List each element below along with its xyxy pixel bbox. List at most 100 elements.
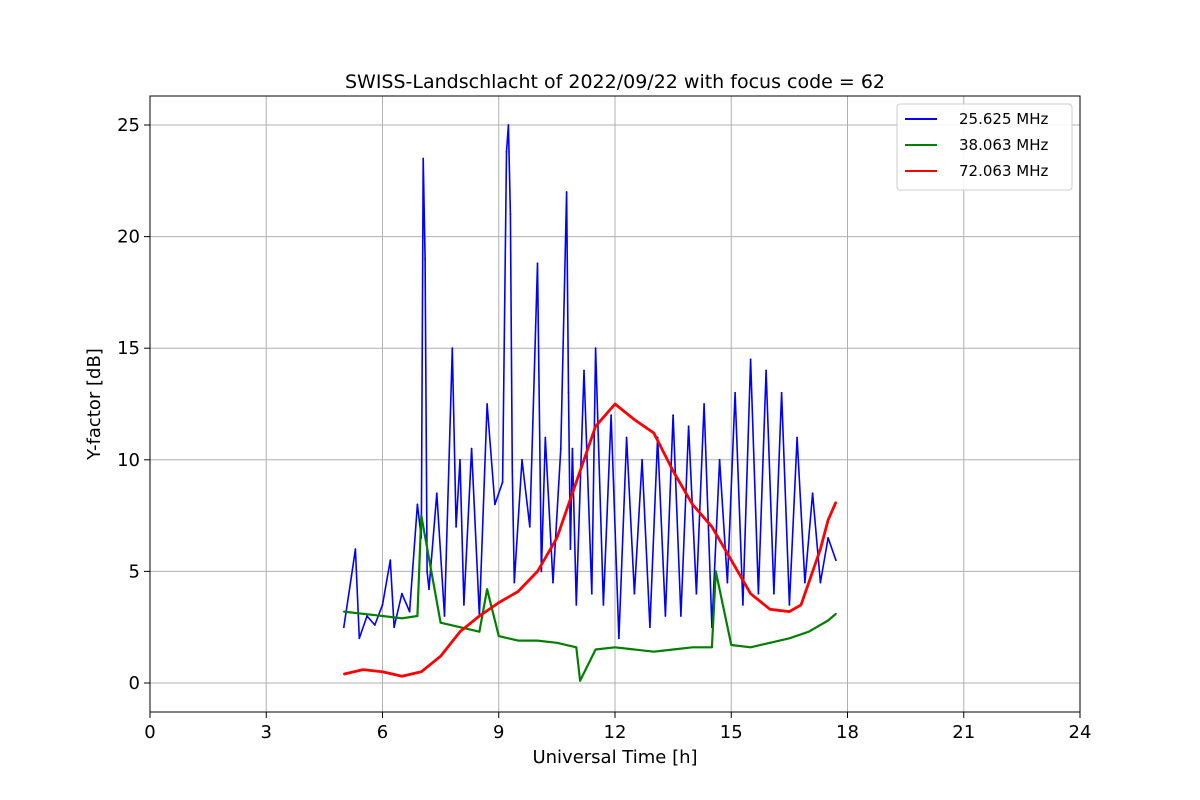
data-point — [517, 639, 519, 642]
data-point — [804, 581, 806, 584]
data-point — [455, 525, 457, 528]
data-point — [528, 525, 531, 528]
data-point — [567, 391, 570, 394]
data-point — [362, 668, 364, 671]
data-point — [459, 626, 461, 629]
data-point — [478, 615, 481, 617]
data-point — [575, 604, 578, 606]
data-point — [730, 644, 733, 646]
data-point — [536, 262, 539, 265]
data-point — [389, 559, 392, 562]
data-point — [726, 581, 729, 584]
data-point — [381, 615, 384, 617]
data-point — [451, 347, 454, 350]
x-tick-label: 12 — [604, 722, 627, 743]
data-point — [788, 637, 791, 640]
data-point — [594, 347, 597, 350]
data-point — [687, 425, 690, 428]
data-point — [459, 458, 461, 461]
data-point — [536, 639, 539, 642]
data-point — [486, 588, 488, 591]
data-point — [509, 213, 512, 216]
legend-label: 25.625 MHz — [959, 110, 1048, 128]
x-tick-label: 18 — [836, 722, 859, 743]
data-point — [691, 503, 694, 506]
data-point — [649, 626, 651, 629]
data-point — [827, 537, 829, 539]
data-point — [571, 447, 574, 450]
data-point — [796, 436, 798, 439]
data-point — [478, 630, 481, 633]
data-point — [734, 391, 736, 394]
data-point — [426, 570, 428, 573]
data-point — [749, 592, 752, 595]
data-point — [664, 615, 667, 617]
data-point — [401, 675, 403, 678]
data-point — [711, 646, 713, 649]
data-point — [569, 548, 572, 550]
data-point — [780, 391, 783, 394]
data-point — [393, 626, 395, 629]
data-point — [505, 150, 508, 153]
data-point — [366, 615, 368, 617]
data-point — [497, 635, 500, 637]
data-point — [513, 581, 516, 584]
data-point — [424, 258, 426, 260]
data-point — [811, 492, 814, 495]
data-point — [602, 604, 605, 606]
data-point — [486, 403, 488, 405]
data-point — [575, 646, 578, 649]
data-point — [439, 621, 442, 624]
data-point — [565, 191, 568, 193]
data-point — [633, 592, 636, 595]
data-point — [420, 514, 423, 517]
data-point — [652, 650, 655, 653]
data-point — [625, 436, 628, 439]
data-point — [517, 590, 519, 593]
data-point — [594, 648, 597, 651]
data-point — [401, 592, 403, 595]
data-point — [358, 637, 361, 640]
legend-label: 72.063 MHz — [959, 162, 1048, 180]
data-point — [556, 641, 558, 644]
y-tick-label: 15 — [117, 338, 140, 359]
data-point — [559, 447, 562, 450]
data-point — [381, 604, 384, 606]
data-point — [408, 610, 411, 613]
data-point — [714, 570, 717, 573]
data-point — [652, 432, 655, 434]
data-point — [718, 458, 721, 461]
data-point — [544, 436, 547, 439]
x-tick-label: 3 — [261, 722, 272, 743]
data-point — [420, 670, 423, 673]
data-point — [416, 615, 419, 617]
series-2 — [342, 402, 838, 678]
data-point — [521, 458, 523, 461]
data-point — [590, 592, 593, 595]
data-point — [459, 630, 461, 633]
x-tick-label: 0 — [144, 722, 155, 743]
data-point — [672, 648, 674, 651]
data-point — [742, 604, 744, 606]
data-point — [435, 492, 438, 495]
data-point — [680, 615, 682, 617]
data-point — [362, 612, 364, 615]
series-1 — [342, 514, 837, 682]
data-point — [342, 673, 345, 675]
chart-title: SWISS-Landschlacht of 2022/09/22 with fo… — [345, 71, 885, 93]
y-tick-label: 20 — [117, 227, 140, 248]
data-point — [819, 548, 822, 550]
data-point — [443, 615, 446, 617]
data-point — [583, 369, 585, 372]
data-point — [497, 601, 500, 604]
data-point — [470, 447, 473, 450]
data-point — [536, 570, 539, 573]
data-point — [511, 470, 514, 472]
data-point — [594, 425, 597, 428]
data-point — [672, 470, 674, 472]
data-point — [835, 501, 837, 504]
data-point — [501, 481, 504, 483]
x-tick-label: 21 — [952, 722, 975, 743]
data-point — [633, 648, 636, 651]
